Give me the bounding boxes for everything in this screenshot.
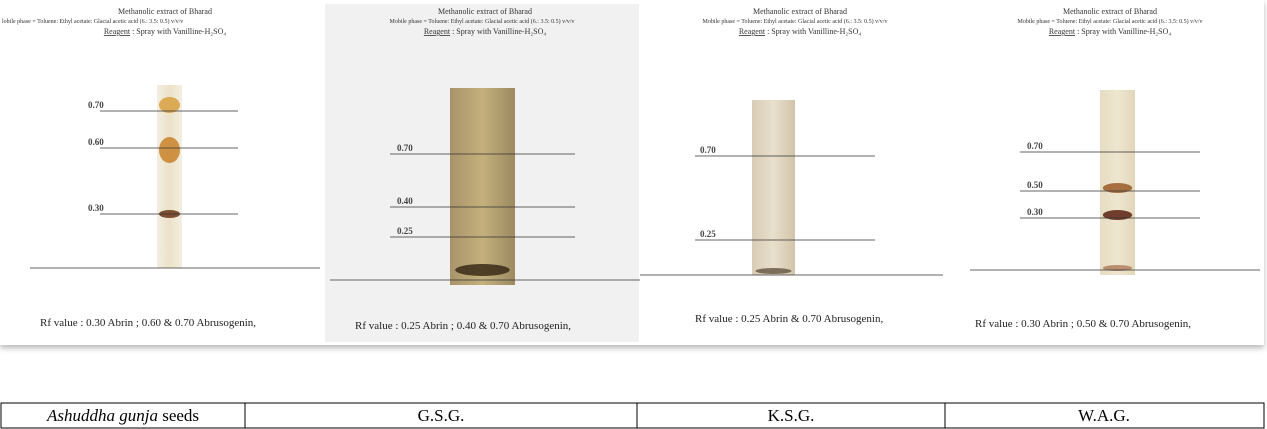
tlc-strip	[1100, 90, 1135, 275]
panel-title: Methanolic extract of Bharad	[438, 7, 532, 16]
tlc-spot	[455, 264, 510, 276]
rf-value: Rf value : 0.30 Abrin ; 0.50 & 0.70 Abru…	[975, 318, 1191, 330]
reagent: Reagent : Spray with Vanilline-H₂SO₄	[1049, 27, 1172, 36]
tlc-spot	[159, 137, 180, 163]
tlc-spot	[755, 268, 791, 274]
tlc-strip	[752, 100, 795, 275]
reagent-label: Reagent	[104, 27, 131, 36]
tlc-strip	[450, 88, 515, 285]
reagent: Reagent : Spray with Vanilline-H₂SO₄	[739, 27, 862, 36]
mobile-phase: Mobile phase = Toluene: Ethyl acetate: G…	[390, 18, 575, 25]
reagent: Reagent : Spray with Vanilline-H₂SO₄	[104, 27, 227, 36]
band-label: 0.40	[397, 196, 413, 206]
table-cell: Ashuddha gunja seeds	[46, 406, 199, 425]
table-cell: K.S.G.	[768, 406, 815, 425]
reagent-label: Reagent	[1049, 27, 1076, 36]
reagent: Reagent : Spray with Vanilline-H₂SO₄	[424, 27, 547, 36]
cell-text: seeds	[158, 406, 199, 425]
panel-title: Methanolic extract of Bharad	[1063, 7, 1157, 16]
table-cell: G.S.G.	[418, 406, 465, 425]
rf-value: Rf value : 0.25 Abrin ; 0.40 & 0.70 Abru…	[355, 320, 571, 332]
band-label: 0.70	[397, 143, 413, 153]
tlc-spot	[1103, 210, 1132, 220]
reagent-label: Reagent	[739, 27, 766, 36]
mobile-phase: Mobile phase = Toluene: Ethyl acetate: G…	[703, 18, 888, 25]
cell-italic: Ashuddha gunja	[46, 406, 158, 425]
band-label: 0.25	[397, 226, 413, 236]
figure: Methanolic extract of Bharad lobile phase…	[0, 0, 1267, 429]
reagent-text: : Spray with Vanilline-H₂SO₄	[1075, 27, 1171, 36]
band-label: 0.70	[88, 100, 104, 110]
band-label: 0.50	[1027, 180, 1043, 190]
reagent-label: Reagent	[424, 27, 451, 36]
tlc-spot	[1103, 183, 1132, 193]
band-label: 0.60	[88, 137, 104, 147]
panel-title: Methanolic extract of Bharad	[118, 7, 212, 16]
band-label: 0.25	[700, 229, 716, 239]
reagent-text: : Spray with Vanilline-H₂SO₄	[765, 27, 861, 36]
rf-value: Rf value : 0.25 Abrin & 0.70 Abrusogenin…	[695, 313, 883, 325]
mobile-phase: lobile phase = Toluene: Ethyl acetate: G…	[2, 18, 183, 25]
reagent-text: : Spray with Vanilline-H₂SO₄	[130, 27, 226, 36]
band-label: 0.70	[700, 145, 716, 155]
panel-title: Methanolic extract of Bharad	[753, 7, 847, 16]
band-label: 0.30	[88, 203, 104, 213]
band-label: 0.70	[1027, 141, 1043, 151]
table-cell: W.A.G.	[1078, 406, 1130, 425]
rf-value: Rf value : 0.30 Abrin ; 0.60 & 0.70 Abru…	[40, 317, 256, 329]
reagent-text: : Spray with Vanilline-H₂SO₄	[450, 27, 546, 36]
band-label: 0.30	[1027, 207, 1043, 217]
table: Ashuddha gunja seeds G.S.G. K.S.G. W.A.G…	[1, 403, 1264, 428]
mobile-phase: Mobile phase = Toluene: Ethyl acetate: G…	[1018, 18, 1203, 25]
